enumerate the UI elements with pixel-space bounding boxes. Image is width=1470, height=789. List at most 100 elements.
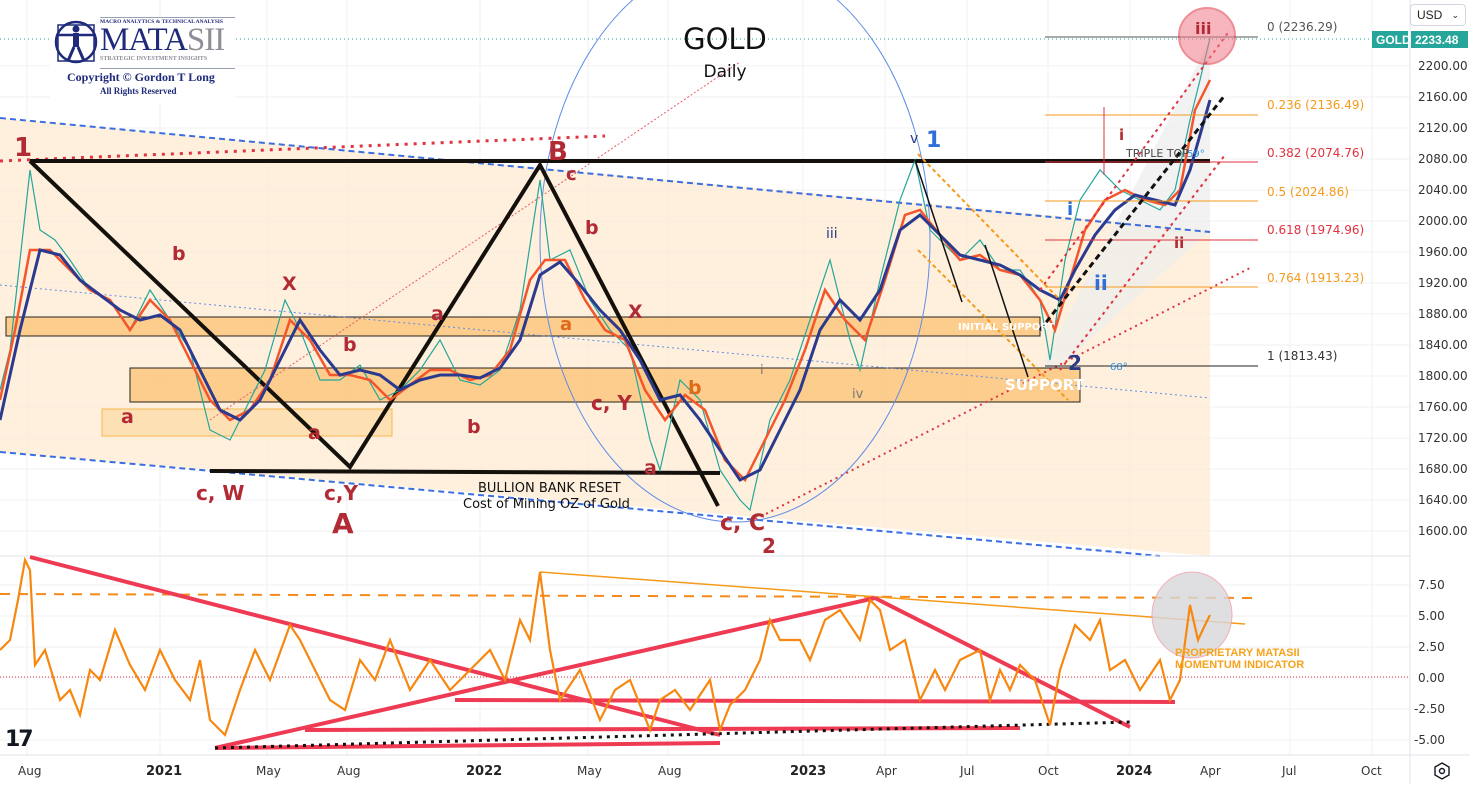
angle-68-label: 68° [1110,362,1128,373]
price-tick: 1880.00 [1418,307,1468,321]
chart-title: GOLD [683,22,767,56]
price-tick: 1720.00 [1418,431,1468,445]
price-tick: 1840.00 [1418,338,1468,352]
fib-label-0618: 0.618 (1974.96) [1267,223,1364,237]
ema-fast [0,79,1212,483]
wave-cY: c, Y [591,391,632,415]
time-tick: Aug [337,764,360,778]
wave-cW: c, W [196,481,244,505]
price-tick: 2000.00 [1418,214,1468,228]
wave-ii-blue: ii [1094,271,1108,295]
logo-brand: MATASII [100,22,225,58]
price-tick: 1960.00 [1418,245,1468,259]
price-tick: 1600.00 [1418,524,1468,538]
wave-iii-highlight [1178,7,1236,65]
symbol-tag: GOLD [1372,31,1411,48]
bullion-bank-reset-label: BULLION BANK RESET [478,481,621,496]
chevron-down-icon: ⌄ [1451,9,1459,20]
wave-b: b [467,416,481,438]
wave-i-blue: i [1067,199,1073,220]
initial-support-label: INITIAL SUPPORT [958,322,1055,333]
price-tick: 1800.00 [1418,369,1468,383]
vitruvian-man-icon [54,20,98,64]
indicator-red-lines [29,555,1176,750]
fib-label-0382: 0.382 (2074.76) [1267,146,1364,160]
fib-label-05: 0.5 (2024.86) [1267,185,1349,199]
wave-cY: c,Y [324,481,358,505]
pullback-channel-bottom [917,249,1069,401]
indicator-tick: 7.50 [1418,578,1445,592]
time-tick: Jul [959,764,974,778]
indicator-tick: -2.50 [1414,702,1445,716]
logo-copyright: Copyright © Gordon T Long [67,70,215,84]
fib-label-0764: 0.764 (1913.23) [1267,271,1364,285]
time-tick: Aug [658,764,681,778]
wave-1-blue: 1 [926,128,941,153]
wave-a: a [644,457,657,479]
wave-cC: c, C [720,511,765,536]
wave-a: a [431,303,444,325]
indicator-axis[interactable]: 7.50 5.00 2.50 0.00 -2.50 -5.00 [1414,578,1445,747]
time-tick: Apr [876,764,897,778]
wave-i-red: i [1119,126,1124,144]
time-tick: 2023 [790,764,826,779]
indicator-tick: 2.50 [1418,640,1445,654]
support-zone-main [129,367,1081,403]
logo-brand-main: MATA [100,22,188,58]
indicator-tick: 0.00 [1418,671,1445,685]
time-tick: 2022 [466,764,502,779]
wave-iii: iii [826,226,838,242]
logo-rights: All Rights Reserved [100,86,177,96]
triple-top-label: TRIPLE TOP [1125,147,1189,160]
fib-label-0236: 0.236 (2136.49) [1267,98,1364,112]
wave-b: b [172,243,186,265]
wave-labels: 1 B c b X a c, W c,Y A a b b a b X a c, … [14,19,1211,558]
time-tick: Oct [1038,764,1059,778]
indicator-black-dotted [214,720,1131,750]
ema-slow [0,99,1212,482]
time-tick: Apr [1200,764,1221,778]
structure-lines [28,159,1210,507]
price-tick: 2160.00 [1418,90,1468,104]
logo-tagline-top: MACRO ANALYTICS & TECHNICAL ANALYSIS [100,19,223,25]
currency-select[interactable]: USD ⌄ [1410,4,1466,26]
wave-X: X [628,301,643,323]
price-tick: 2040.00 [1418,183,1468,197]
time-tick: May [577,764,602,778]
cost-of-mining-label: Cost of Mining OZ of Gold [463,497,630,512]
wave-2-blue: 2 [1068,351,1082,375]
fib-label-1: 1 (1813.43) [1267,349,1337,363]
time-tick: Jul [1281,764,1296,778]
time-tick: Aug [18,764,41,778]
price-tick: 1920.00 [1418,276,1468,290]
indicator-tick: -5.00 [1414,733,1445,747]
pullback-legs [914,159,963,303]
time-axis[interactable]: Aug 2021 May Aug 2022 May Aug 2023 Apr J… [18,764,1382,779]
wave-2: 2 [762,534,776,558]
tradingview-logo-icon[interactable]: 17 [5,727,34,752]
fib-labels: 0 (2236.29) 0.236 (2136.49) 0.382 (2074.… [1267,20,1364,363]
momentum-line [0,556,1211,738]
price-axis[interactable]: 2200.00 2160.00 2120.00 2080.00 2040.00 … [1418,59,1468,538]
wave-c-at-B: c [566,164,577,185]
channel-fill [0,118,1210,556]
support-label: SUPPORT [1005,376,1085,394]
logo-tagline-bottom: STRATEGIC INVESTMENT INSIGHTS [100,56,208,62]
wave-B: B [548,137,568,167]
last-price-tag: 2233.48 [1411,31,1468,48]
wave-a: a [121,406,134,428]
settings-gear-icon[interactable] [1432,761,1452,781]
indicator-tick: 5.00 [1418,609,1445,623]
wave-a-orange: a [560,314,572,335]
wave-iv: iv [852,387,864,402]
channel-upper-dashed [0,117,1211,233]
wave-b: b [585,217,599,239]
time-tick: 2024 [1116,764,1152,779]
logo-frame [100,17,235,69]
wave-X: X [282,273,297,295]
fib-label-0: 0 (2236.29) [1267,20,1337,34]
rising-channel-fill [1045,40,1210,380]
wave-iii-red: iii [1195,19,1211,38]
